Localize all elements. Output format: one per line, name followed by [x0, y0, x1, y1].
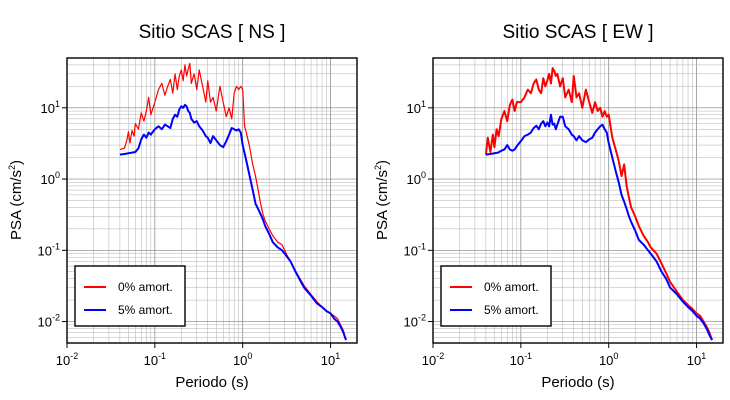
- plot-frame: [432, 57, 724, 344]
- x-tick-label: 10-1: [510, 351, 532, 368]
- legend-box: [440, 265, 552, 327]
- y-tick-label: 100: [407, 170, 426, 187]
- grid: [66, 57, 358, 344]
- y-tick-label: 100: [41, 170, 60, 187]
- legend-box: [74, 265, 186, 327]
- y-axis-label: PSA (cm/s2): [373, 160, 391, 240]
- y-tick-label: 101: [407, 99, 426, 116]
- chart-title: Sitio SCAS [ NS ]: [139, 22, 286, 43]
- x-tick-label: 101: [687, 351, 706, 368]
- series-line-0: [484, 67, 713, 341]
- legend-label-0: 0% amort.: [118, 280, 173, 294]
- series-line-1: [485, 113, 713, 341]
- y-tick-label: 10-1: [404, 241, 426, 258]
- x-tick-label: 100: [233, 351, 252, 368]
- chart-panel-ew: Sitio SCAS [ EW ] 10-2 10-1 100 101 10-2 10-1…: [373, 22, 724, 391]
- x-tick-label: 10-1: [144, 351, 166, 368]
- x-axis-label: Periodo (s): [541, 374, 614, 391]
- series-layer: [484, 67, 713, 341]
- axis-ticks: 10-2 10-1 100 101 10-2 10-1 100 101: [404, 99, 707, 368]
- chart-title: Sitio SCAS [ EW ]: [503, 22, 654, 43]
- chart-panel-ns: Sitio SCAS [ NS ] 10-2 10-1 100 101 10-2 10-1…: [7, 22, 358, 391]
- plot-frame: [66, 57, 358, 344]
- y-tick-label: 10-1: [38, 241, 60, 258]
- y-tick-label: 10-2: [38, 313, 60, 330]
- y-tick-label: 10-2: [404, 313, 426, 330]
- x-tick-label: 10-2: [422, 351, 444, 368]
- x-tick-label: 10-2: [56, 351, 78, 368]
- y-tick-label: 101: [41, 99, 60, 116]
- y-axis-label: PSA (cm/s2): [7, 160, 25, 240]
- series-line-1: [119, 103, 347, 341]
- x-tick-label: 100: [599, 351, 618, 368]
- x-tick-label: 101: [321, 351, 340, 368]
- axis-ticks: 10-2 10-1 100 101 10-2 10-1 100 101: [38, 99, 341, 368]
- legend-label-0: 0% amort.: [484, 280, 539, 294]
- series-layer: [119, 62, 347, 341]
- legend: 0% amort. 5% amort.: [74, 265, 186, 327]
- legend-label-1: 5% amort.: [484, 303, 539, 317]
- legend: 0% amort. 5% amort.: [440, 265, 552, 327]
- legend-label-1: 5% amort.: [118, 303, 173, 317]
- x-axis-label: Periodo (s): [175, 374, 248, 391]
